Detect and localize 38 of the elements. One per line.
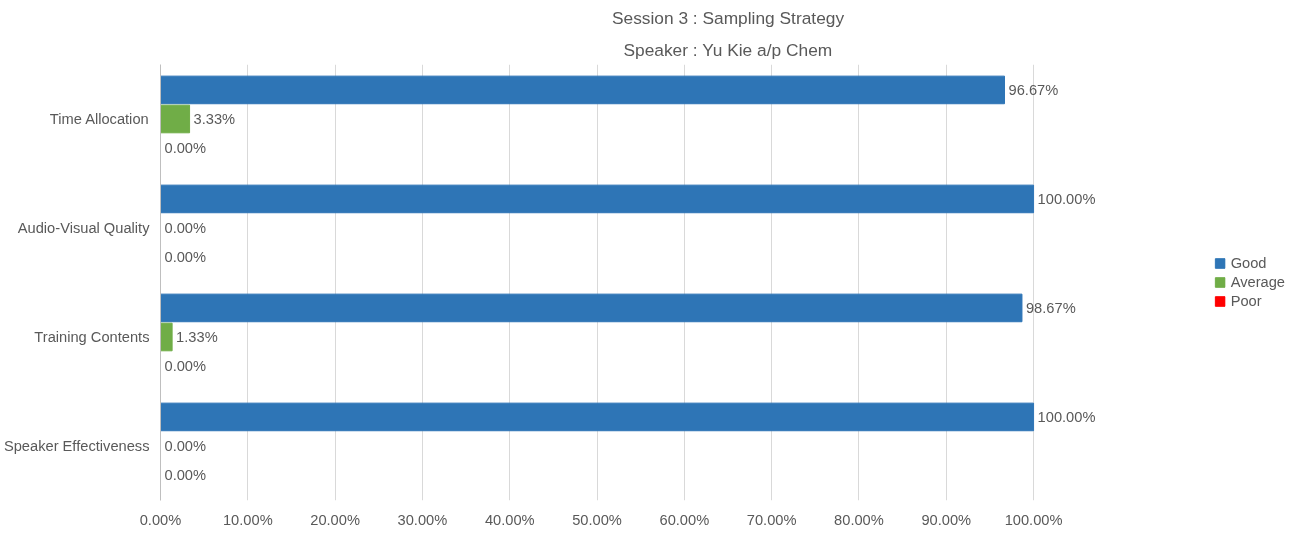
x-tick-label: 50.00% [572, 511, 622, 528]
x-tick-label: 20.00% [310, 511, 360, 528]
data-label: 3.33% [193, 111, 236, 127]
bar [160, 322, 173, 352]
bar [160, 293, 1023, 323]
x-tick-label: 30.00% [397, 511, 448, 528]
y-tick-label: Audio-Visual Quality [17, 220, 151, 236]
x-tick-label: 60.00% [659, 511, 710, 528]
data-label: 0.00% [164, 438, 207, 454]
x-tick-label: 100.00% [1004, 511, 1063, 528]
bar [160, 184, 1035, 214]
x-tick-label: 0.00% [139, 511, 182, 528]
data-label: 100.00% [1037, 190, 1096, 207]
x-tick-label: 80.00% [834, 511, 884, 528]
bar [160, 402, 1035, 432]
bar [160, 75, 1005, 105]
data-label: 0.00% [164, 140, 207, 157]
y-tick-label: Training Contents [34, 329, 150, 345]
data-label: 96.67% [1008, 81, 1059, 98]
x-tick-label: 40.00% [484, 511, 535, 528]
y-tick-label: Time Allocation [49, 111, 149, 127]
data-label: 0.00% [164, 358, 207, 375]
chart-subtitle: Speaker : Yu Kie a/p Chem [623, 39, 833, 60]
data-label: 100.00% [1037, 408, 1096, 425]
legend-label: Average [1230, 274, 1285, 290]
data-label: 0.00% [164, 249, 207, 266]
data-label: 98.67% [1025, 299, 1076, 316]
legend-label: Poor [1230, 293, 1262, 309]
y-tick-label: Speaker Effectiveness [3, 438, 150, 454]
x-tick-label: 90.00% [921, 511, 972, 528]
data-label: 0.00% [164, 467, 207, 484]
bar [160, 104, 191, 134]
x-tick-label: 10.00% [222, 511, 273, 528]
legend-label: Good [1230, 255, 1267, 271]
chart-title: Session 3 : Sampling Strategy [611, 7, 845, 28]
x-tick-label: 70.00% [746, 511, 797, 528]
data-label: 1.33% [176, 329, 218, 345]
data-label: 0.00% [164, 220, 207, 236]
